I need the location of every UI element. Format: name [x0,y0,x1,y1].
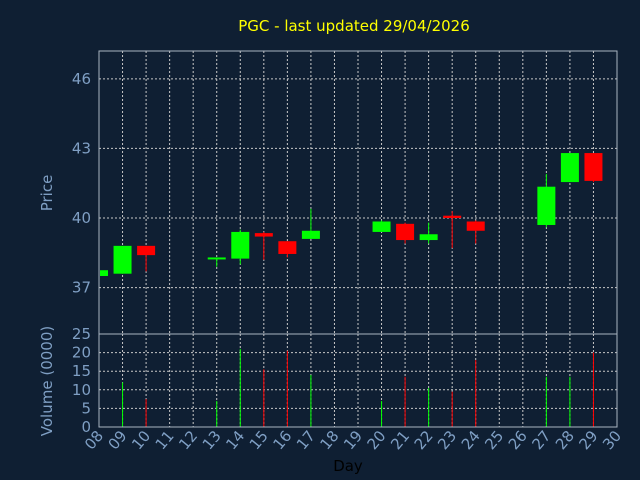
volume-axis-label: Volume (0000) [38,326,56,436]
x-tick-label: 18 [316,427,342,453]
candle-body [466,221,485,231]
candle-body [231,231,250,259]
x-tick-label: 30 [599,427,625,453]
x-tick-label: 23 [434,427,460,453]
x-tick-label: 27 [528,427,554,453]
candle-body [278,241,297,254]
price-tick-label: 37 [72,279,91,297]
volume-tick-label: 0 [81,418,91,436]
candle-body [254,233,273,237]
candle-body [207,257,226,260]
x-tick-label: 17 [293,427,319,453]
x-tick-label: 24 [458,427,484,453]
candle-body [100,270,108,277]
x-tick-label: 09 [105,427,131,453]
volume-tick-label: 5 [81,399,91,417]
x-tick-labels: 0809101112131415161718192021222324252627… [81,427,625,453]
x-tick-label: 13 [199,427,225,453]
candle-body [137,245,156,256]
candle-body [584,153,603,181]
chart-title: PGC - last updated 29/04/2026 [238,17,470,35]
x-tick-label: 22 [411,427,437,453]
candle-body [419,234,438,241]
x-tick-label: 11 [152,427,178,453]
candle-body [301,230,320,239]
price-tick-labels: 37 40 43 46 [72,70,91,297]
candle-body [113,245,132,274]
x-axis-label: Day [333,457,363,475]
x-tick-label: 28 [552,427,578,453]
price-tick-label: 46 [72,70,91,88]
volume-tick-label: 15 [72,362,91,380]
x-tick-label: 10 [128,427,154,453]
volume-bars [122,348,594,427]
candle-body [443,215,462,219]
price-tick-label: 43 [72,139,91,157]
x-tick-label: 25 [481,427,507,453]
x-tick-label: 21 [387,427,413,453]
x-tick-label: 14 [222,427,248,453]
volume-tick-label: 20 [72,344,91,362]
candle-body [537,186,556,225]
volume-grid [99,334,617,427]
price-axis-label: Price [38,175,56,212]
volume-tick-label: 25 [72,325,91,343]
x-tick-label: 15 [246,427,272,453]
x-tick-label: 26 [505,427,531,453]
candle-body [396,223,415,241]
price-panel: 37 40 43 46 [72,50,618,335]
x-tick-label: 20 [364,427,390,453]
candles [98,153,603,277]
candle-body [560,153,579,183]
price-tick-label: 40 [72,209,91,227]
x-tick-label: 16 [269,427,295,453]
x-tick-label: 29 [575,427,601,453]
x-tick-label: 12 [175,427,201,453]
volume-tick-label: 10 [72,381,91,399]
volume-panel-frame [98,333,618,428]
candle-body [372,221,391,232]
x-tick-label: 19 [340,427,366,453]
